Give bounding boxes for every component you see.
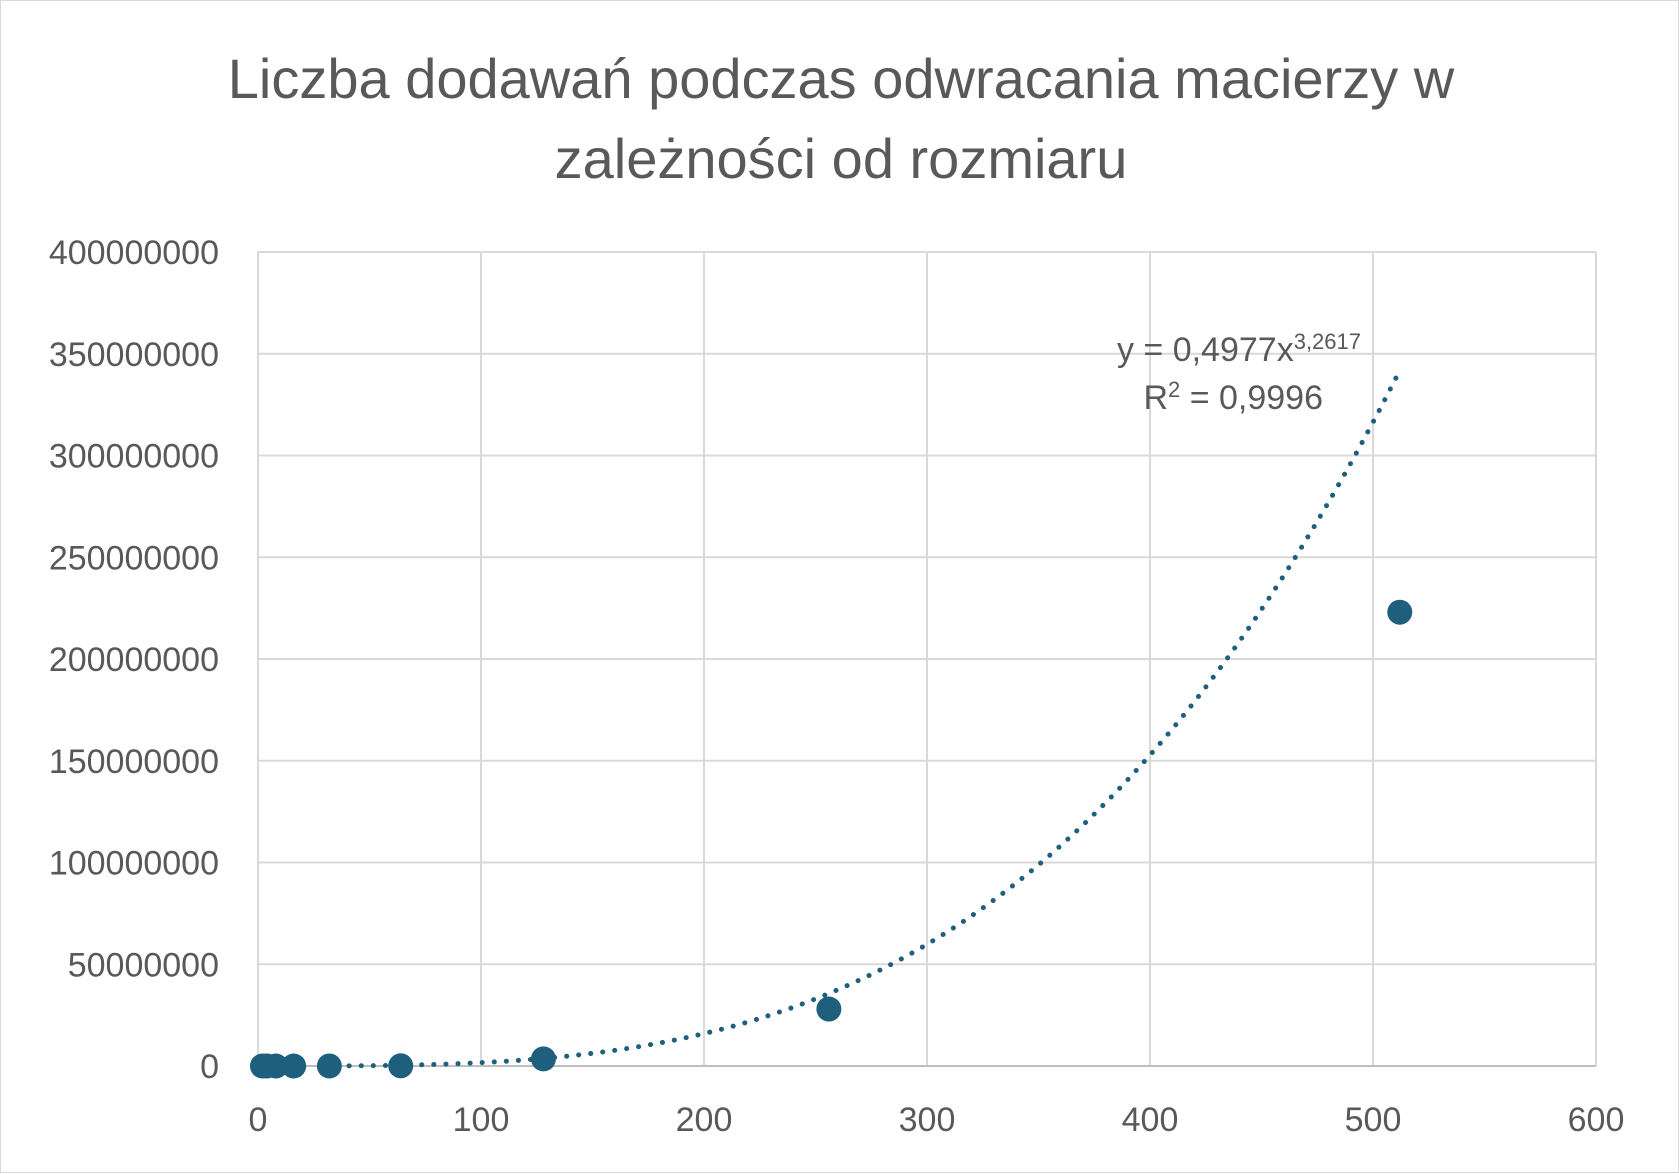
trendline-path <box>322 367 1403 1069</box>
axes <box>257 252 1596 1067</box>
x-tick-label: 200 <box>676 1101 733 1139</box>
x-tick-label: 300 <box>899 1101 956 1139</box>
data-points <box>249 599 1413 1079</box>
x-tick-label: 500 <box>1345 1101 1402 1139</box>
trendline-equation-exponent: 3,2617 <box>1294 329 1361 354</box>
trendline-equation-base: y = 0,4977x <box>1117 331 1294 369</box>
r-squared-value: = 0,9996 <box>1180 379 1323 417</box>
trendline <box>322 367 1403 1069</box>
data-point <box>263 1053 289 1079</box>
y-tick-label: 100000000 <box>49 845 219 883</box>
chart-title: Liczba dodawań podczas odwracania macier… <box>227 47 1455 190</box>
x-tick-labels: 0 100 200 300 400 500 600 <box>249 1101 1625 1139</box>
x-tick-label: 100 <box>453 1101 510 1139</box>
data-point <box>388 1053 414 1079</box>
x-tick-label: 600 <box>1568 1101 1625 1139</box>
y-tick-label: 50000000 <box>68 946 219 984</box>
y-tick-label: 250000000 <box>49 539 219 577</box>
y-tick-label: 400000000 <box>49 234 219 272</box>
y-tick-label: 300000000 <box>49 438 219 476</box>
r-squared-symbol: R <box>1143 379 1168 417</box>
data-point <box>530 1046 556 1072</box>
y-tick-label: 350000000 <box>49 336 219 374</box>
y-tick-labels: 0 50000000 100000000 150000000 200000000 2500… <box>49 234 219 1086</box>
data-point <box>281 1053 307 1079</box>
trendline-equation: y = 0,4977x3,2617 <box>1117 329 1361 370</box>
r-squared-superscript: 2 <box>1168 377 1180 402</box>
y-tick-label: 150000000 <box>49 743 219 781</box>
x-tick-label: 0 <box>249 1101 268 1139</box>
gridlines <box>258 251 1597 1066</box>
y-tick-label: 0 <box>200 1048 219 1086</box>
x-tick-label: 400 <box>1122 1101 1179 1139</box>
trendline-r-squared: R2 = 0,9996 <box>1143 377 1323 418</box>
data-point <box>316 1053 342 1079</box>
y-tick-label: 200000000 <box>49 641 219 679</box>
data-point <box>1387 599 1413 625</box>
data-point <box>816 996 842 1022</box>
